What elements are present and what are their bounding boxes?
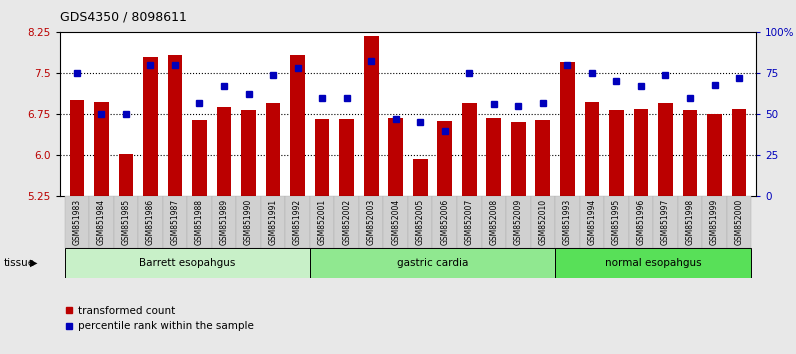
Text: GSM851987: GSM851987 [170, 199, 179, 245]
Bar [339, 119, 354, 196]
Text: GSM851989: GSM851989 [220, 199, 228, 245]
Bar [457, 196, 482, 248]
Bar [511, 122, 525, 196]
Bar [217, 107, 232, 196]
Bar [119, 154, 133, 196]
Text: GSM851999: GSM851999 [710, 199, 719, 245]
Bar [310, 196, 334, 248]
Bar [579, 196, 604, 248]
Bar [536, 120, 550, 196]
Text: GSM851992: GSM851992 [293, 199, 302, 245]
Text: GSM852006: GSM852006 [440, 199, 449, 245]
Bar [634, 109, 648, 196]
Text: GSM852005: GSM852005 [416, 199, 425, 245]
Bar [334, 196, 359, 248]
Bar [584, 102, 599, 196]
Bar [677, 196, 702, 248]
Bar [408, 196, 432, 248]
Bar [266, 103, 280, 196]
Text: GSM852003: GSM852003 [367, 199, 376, 245]
Bar [604, 196, 629, 248]
Bar [658, 103, 673, 196]
Bar [192, 120, 207, 196]
Bar [413, 159, 427, 196]
Bar [64, 248, 310, 278]
Text: GSM852004: GSM852004 [391, 199, 400, 245]
Text: GSM851995: GSM851995 [612, 199, 621, 245]
Text: GSM852010: GSM852010 [538, 199, 548, 245]
Bar [310, 248, 555, 278]
Text: GSM852001: GSM852001 [318, 199, 326, 245]
Text: ▶: ▶ [30, 258, 37, 268]
Text: GSM851984: GSM851984 [97, 199, 106, 245]
Text: GSM852009: GSM852009 [513, 199, 523, 245]
Bar [187, 196, 212, 248]
Text: GSM851983: GSM851983 [72, 199, 81, 245]
Text: GSM852008: GSM852008 [490, 199, 498, 245]
Text: GSM851990: GSM851990 [244, 199, 253, 245]
Bar [359, 196, 384, 248]
Bar [727, 196, 751, 248]
Text: GSM851994: GSM851994 [587, 199, 596, 245]
Bar [486, 118, 501, 196]
Bar [114, 196, 139, 248]
Bar [388, 118, 403, 196]
Bar [555, 248, 751, 278]
Legend: transformed count, percentile rank within the sample: transformed count, percentile rank withi… [65, 306, 255, 331]
Text: Barrett esopahgus: Barrett esopahgus [139, 258, 236, 268]
Bar [94, 102, 109, 196]
Bar [732, 109, 747, 196]
Bar [291, 56, 305, 196]
Bar [212, 196, 236, 248]
Bar [707, 114, 722, 196]
Bar [609, 110, 624, 196]
Text: GSM852007: GSM852007 [465, 199, 474, 245]
Bar [654, 196, 677, 248]
Bar [285, 196, 310, 248]
Bar [482, 196, 506, 248]
Bar [261, 196, 285, 248]
Text: GSM851985: GSM851985 [122, 199, 131, 245]
Bar [531, 196, 555, 248]
Text: GSM852002: GSM852002 [342, 199, 351, 245]
Bar [64, 196, 89, 248]
Bar [236, 196, 261, 248]
Text: GSM851991: GSM851991 [268, 199, 278, 245]
Text: GSM851998: GSM851998 [685, 199, 694, 245]
Text: tissue: tissue [4, 258, 35, 268]
Bar [168, 55, 182, 196]
Text: GSM851988: GSM851988 [195, 199, 204, 245]
Bar [506, 196, 531, 248]
Bar [384, 196, 408, 248]
Bar [629, 196, 654, 248]
Bar [462, 103, 477, 196]
Bar [364, 36, 379, 196]
Text: gastric cardia: gastric cardia [396, 258, 468, 268]
Text: GSM851997: GSM851997 [661, 199, 670, 245]
Text: GSM851986: GSM851986 [146, 199, 155, 245]
Bar [89, 196, 114, 248]
Text: GSM851993: GSM851993 [563, 199, 572, 245]
Bar [560, 62, 575, 196]
Text: GSM851996: GSM851996 [637, 199, 646, 245]
Text: normal esopahgus: normal esopahgus [605, 258, 701, 268]
Bar [702, 196, 727, 248]
Bar [432, 196, 457, 248]
Bar [143, 57, 158, 196]
Bar [314, 119, 330, 196]
Bar [69, 101, 84, 196]
Text: GDS4350 / 8098611: GDS4350 / 8098611 [60, 11, 186, 24]
Bar [437, 121, 452, 196]
Bar [555, 196, 579, 248]
Bar [139, 196, 162, 248]
Text: GSM852000: GSM852000 [735, 199, 743, 245]
Bar [162, 196, 187, 248]
Bar [683, 110, 697, 196]
Bar [241, 110, 256, 196]
